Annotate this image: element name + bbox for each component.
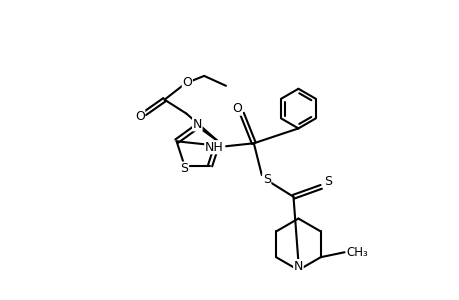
- Text: NH: NH: [204, 141, 223, 154]
- Text: S: S: [262, 173, 270, 186]
- Text: O: O: [232, 102, 241, 115]
- Text: O: O: [134, 110, 145, 123]
- Text: N: N: [293, 260, 302, 273]
- Text: N: N: [192, 118, 202, 131]
- Text: O: O: [182, 76, 192, 89]
- Text: CH₃: CH₃: [346, 246, 368, 259]
- Text: S: S: [180, 162, 188, 175]
- Text: S: S: [324, 176, 331, 188]
